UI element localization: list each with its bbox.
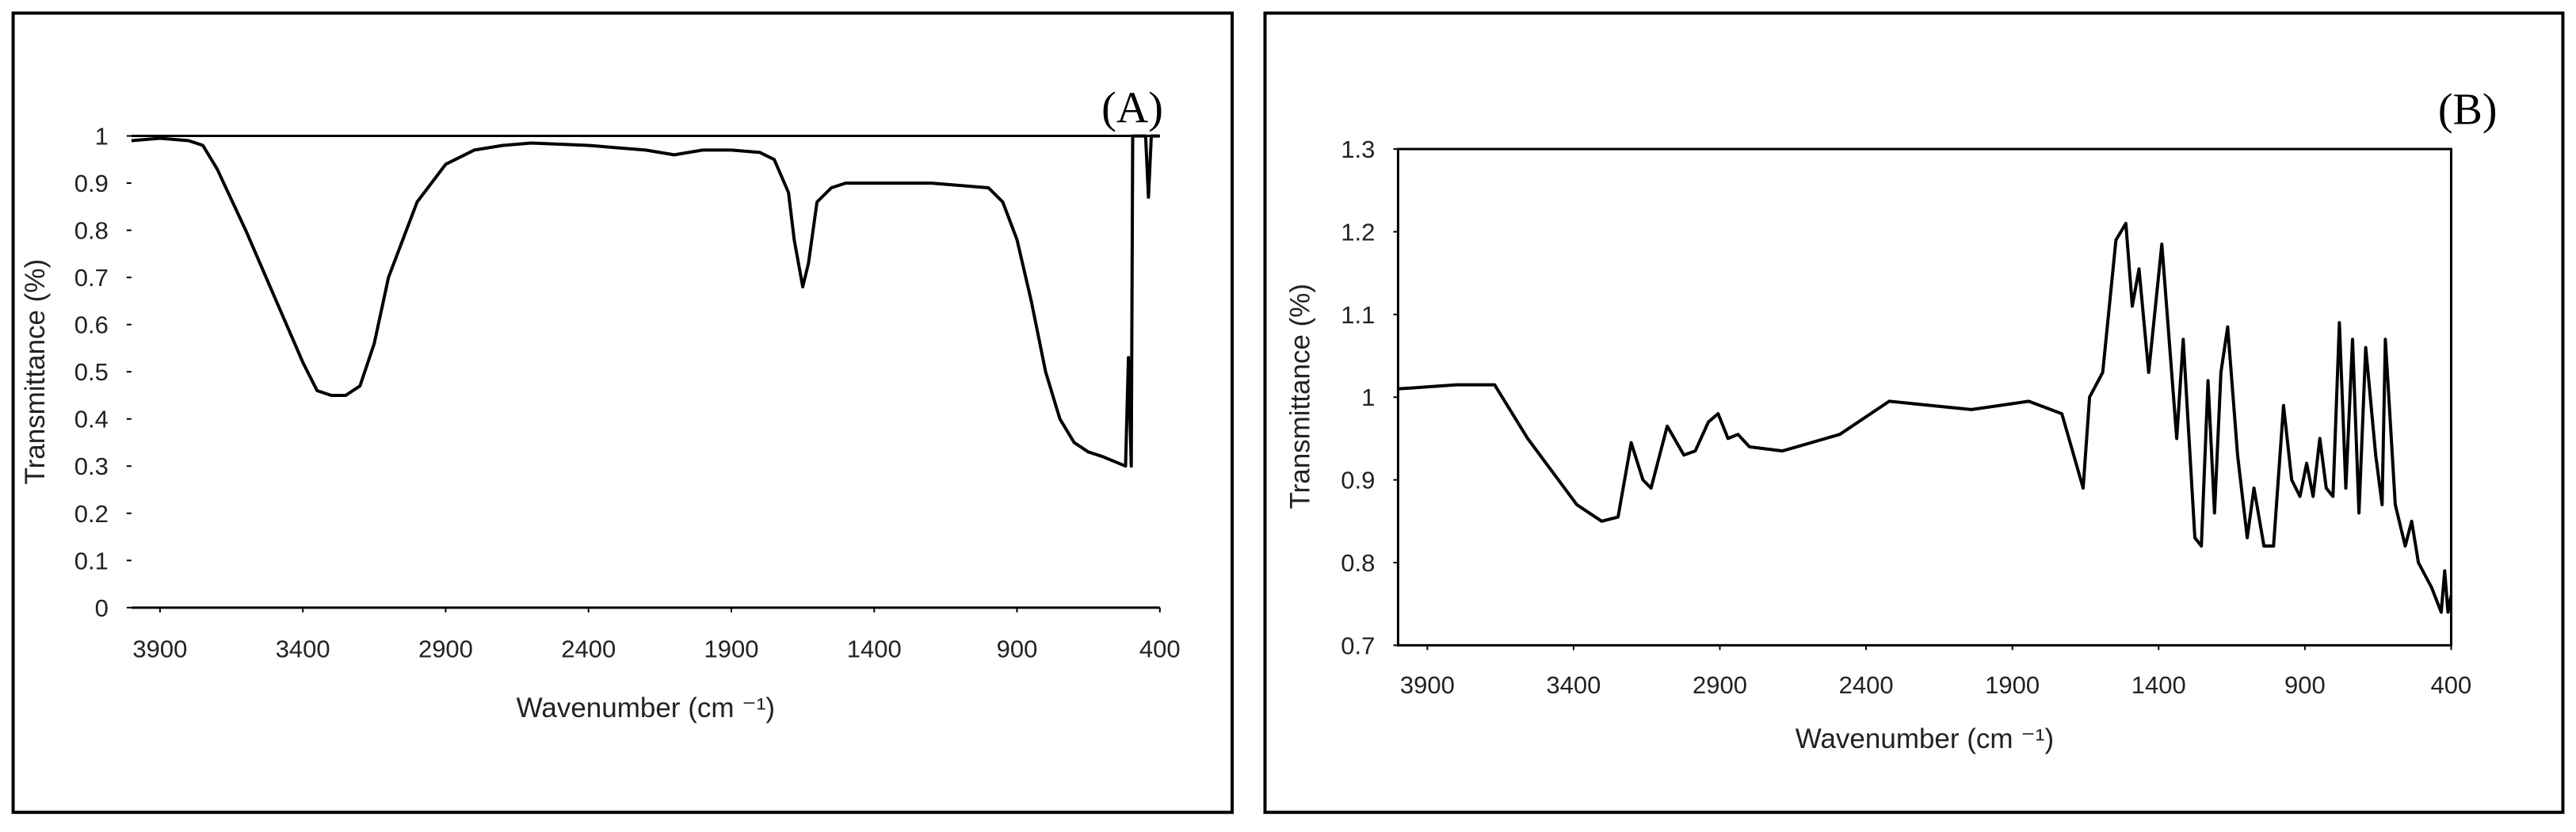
- y-tick-label: 0.1: [74, 547, 109, 574]
- y-tick-label: 1.1: [1341, 301, 1375, 329]
- panel-border: [1263, 11, 2565, 815]
- y-tick-label: 0.6: [74, 311, 109, 339]
- y-tick-label: 0.8: [74, 217, 109, 245]
- x-tick-label: 3400: [1546, 671, 1601, 699]
- x-tick-label: 900: [997, 635, 1038, 663]
- y-tick-label: 0.8: [1341, 549, 1375, 577]
- panel-border: [11, 11, 1235, 815]
- y-tick-label: 0.5: [74, 358, 109, 386]
- x-tick-label: 3900: [132, 635, 187, 663]
- x-tick-label: 2400: [1839, 671, 1894, 699]
- y-tick-label: 1.2: [1341, 218, 1375, 246]
- y-tick-label: 0: [95, 594, 109, 622]
- x-tick-label: 1900: [704, 635, 758, 663]
- y-tick-label: 0.7: [74, 264, 109, 292]
- x-tick-label: 2400: [561, 635, 616, 663]
- x-axis-label: Wavenumber (cm ⁻¹): [517, 693, 775, 723]
- x-tick-label: 1400: [2131, 671, 2186, 699]
- y-axis-label: Transmittance (%): [1284, 284, 1315, 510]
- x-tick-label: 900: [2284, 671, 2326, 699]
- panel: 0.7 0.8 0.9 1 1.1 1.2 1.3 3900 3400 2900 2400 1900 1…: [1263, 11, 2565, 815]
- x-axis-label: Wavenumber (cm ⁻¹): [1796, 723, 2054, 754]
- annotation: (A): [1101, 83, 1163, 132]
- spectrum-line: [131, 134, 1160, 468]
- y-tick-label: 0.3: [74, 452, 109, 480]
- x-tick-label: 2900: [1693, 671, 1747, 699]
- y-tick-label: 1: [95, 123, 109, 151]
- y-tick-label: 0.9: [74, 170, 109, 197]
- y-tick-label: 0.9: [1341, 467, 1375, 494]
- x-tick-label: 400: [2431, 671, 2472, 699]
- x-tick-label: 3900: [1400, 671, 1455, 699]
- annotation: (B): [2438, 85, 2498, 134]
- y-tick-label: 1.3: [1341, 135, 1375, 163]
- plot-frame: [1396, 147, 2452, 647]
- x-tick-label: 400: [1139, 635, 1181, 663]
- spectrum-line: [1398, 222, 2453, 614]
- y-axis-label: Transmittance (%): [20, 259, 51, 485]
- x-tick-label: 2900: [418, 635, 473, 663]
- y-tick-label: 0.7: [1341, 632, 1375, 659]
- y-tick-label: 0.2: [74, 500, 109, 528]
- x-tick-label: 1400: [847, 635, 902, 663]
- x-tick-label: 1900: [1985, 671, 2040, 699]
- y-tick-label: 1: [1361, 384, 1375, 411]
- panel: 0 0.1 0.2 0.3 0.4 0.5 0.6 0.7 0.8 0.9 1 3900 3400 290…: [11, 11, 1235, 815]
- y-tick-label: 0.4: [74, 406, 109, 433]
- x-tick-label: 3400: [276, 635, 330, 663]
